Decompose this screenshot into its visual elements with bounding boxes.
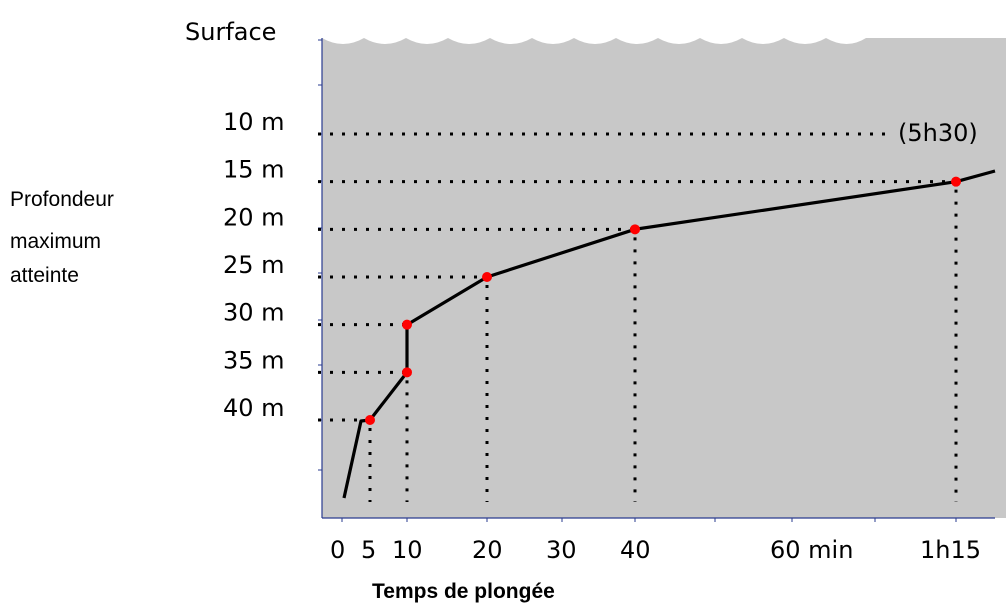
data-point-5 <box>951 176 961 187</box>
y-tick-label-10: 10 m <box>223 108 285 136</box>
dotted-guides <box>318 132 958 502</box>
data-point-1 <box>402 367 412 378</box>
y-tick-labels: 10 m 15 m 20 m 25 m 30 m 35 m 40 m <box>223 108 285 422</box>
data-point-4 <box>630 224 640 235</box>
y-tick-label-20: 20 m <box>223 203 285 231</box>
x-tick-label-0: 0 <box>330 536 345 564</box>
y-tick-label-40: 40 m <box>223 394 285 422</box>
x-axis-ticks <box>341 518 957 522</box>
y-axis-title: Profondeur maximum atteinte <box>10 188 120 287</box>
x-tick-label-30: 30 <box>546 536 577 564</box>
y-axis-title-line-3: atteinte <box>10 264 79 287</box>
annotation-10m: (5h30) <box>898 119 978 147</box>
x-tick-label-20: 20 <box>472 536 503 564</box>
dive-profile <box>342 169 996 499</box>
y-tick-label-30: 30 m <box>223 299 285 327</box>
surface-label: Surface <box>185 18 276 46</box>
x-axis-title: Temps de plongée <box>372 580 555 603</box>
y-tick-label-15: 15 m <box>223 156 285 184</box>
data-point-2 <box>402 319 412 330</box>
data-point-3 <box>482 272 492 282</box>
x-tick-label-40: 40 <box>620 536 651 564</box>
y-tick-label-25: 25 m <box>223 251 285 279</box>
x-tick-labels: 0 5 10 20 30 40 60 min 1h15 <box>330 536 981 564</box>
x-tick-label-75: 1h15 <box>920 536 981 564</box>
water-area <box>322 38 1006 518</box>
data-point-0 <box>365 415 375 425</box>
y-axis-title-line-1: Profondeur <box>10 188 114 211</box>
y-tick-label-35: 35 m <box>223 346 285 374</box>
x-tick-label-5: 5 <box>361 536 376 564</box>
y-axis-title-line-2: maximum <box>10 230 101 253</box>
x-tick-label-10: 10 <box>392 536 423 564</box>
x-tick-label-60: 60 min <box>770 536 853 564</box>
